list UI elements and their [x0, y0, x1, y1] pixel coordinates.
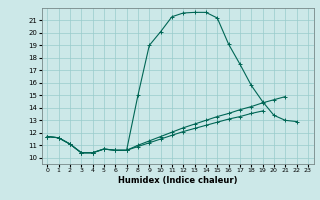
X-axis label: Humidex (Indice chaleur): Humidex (Indice chaleur): [118, 176, 237, 185]
